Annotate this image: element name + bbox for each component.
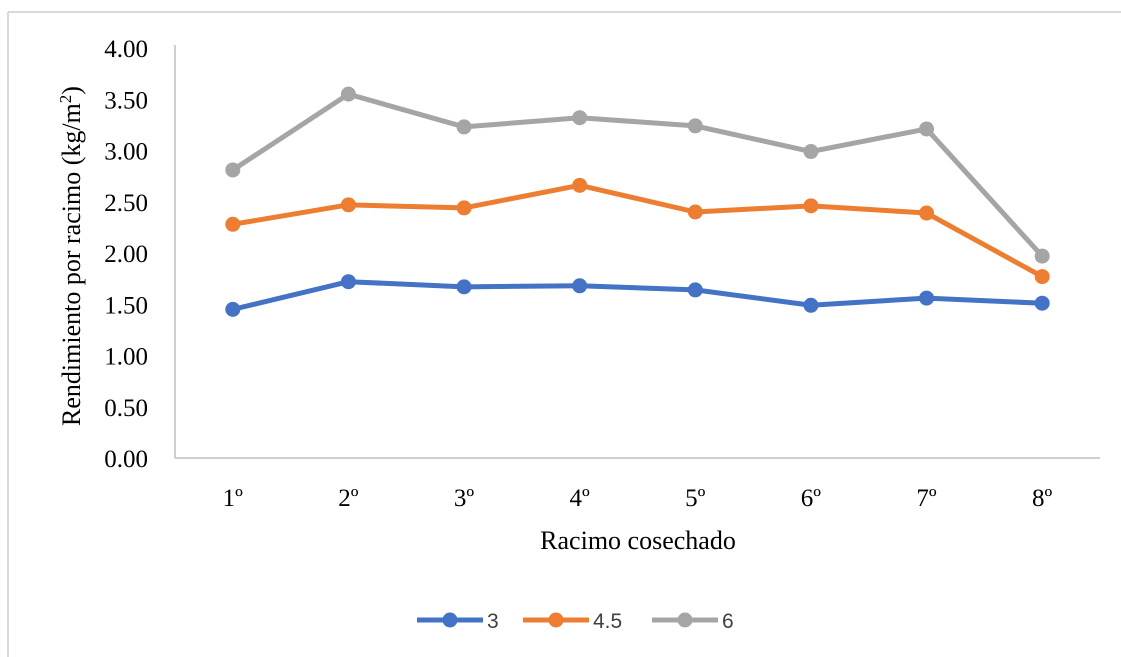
- x-tick-label: 7º: [916, 485, 937, 512]
- series-layer: [225, 86, 1050, 317]
- data-point: [687, 118, 703, 134]
- series-4.5: [225, 177, 1050, 285]
- legend-item: 6: [652, 610, 734, 633]
- data-point: [1034, 295, 1050, 311]
- data-point: [687, 282, 703, 298]
- y-tick-label: 1.50: [104, 292, 148, 319]
- y-tick-label: 3.00: [104, 139, 148, 166]
- data-point: [456, 119, 472, 135]
- y-tick-label: 3.50: [104, 87, 148, 114]
- data-point: [340, 274, 356, 290]
- legend-label: 3: [487, 610, 499, 633]
- data-point: [919, 290, 935, 306]
- y-tick-label: 1.00: [104, 344, 148, 371]
- data-point: [225, 162, 241, 178]
- legend-label: 6: [722, 610, 734, 633]
- x-tick-label: 4º: [570, 485, 591, 512]
- data-point: [919, 121, 935, 137]
- x-tick-labels: 1º 2º 3º 4º 5º 6º 7º 8º: [223, 485, 1053, 512]
- legend-swatch-marker: [442, 612, 458, 628]
- data-point: [572, 177, 588, 193]
- y-tick-label: 2.00: [104, 241, 148, 268]
- y-axis-title-superscript: 2: [56, 95, 75, 104]
- x-tick-label: 1º: [223, 485, 244, 512]
- data-point: [803, 144, 819, 160]
- data-point: [225, 216, 241, 232]
- series-line: [230, 182, 1045, 280]
- x-axis-title: Racimo cosechado: [540, 526, 736, 555]
- y-axis-title-main: Rendimiento por racimo (kg/m: [57, 103, 86, 426]
- series-3: [225, 274, 1050, 317]
- series-line: [230, 91, 1045, 259]
- y-axis-title-close: ): [57, 86, 86, 95]
- data-point: [572, 278, 588, 294]
- data-point: [340, 86, 356, 102]
- data-point: [340, 197, 356, 213]
- x-tick-label: 3º: [454, 485, 475, 512]
- legend-swatch-marker: [548, 612, 564, 628]
- data-point: [803, 297, 819, 313]
- x-tick-label: 2º: [338, 485, 359, 512]
- y-tick-label: 2.50: [104, 190, 148, 217]
- data-point: [803, 198, 819, 214]
- x-tick-label: 8º: [1032, 485, 1053, 512]
- y-tick-label: 0.00: [104, 446, 148, 473]
- y-axis-title: Rendimiento por racimo (kg/m2): [56, 86, 87, 426]
- data-point: [572, 110, 588, 126]
- data-point: [1034, 269, 1050, 285]
- series-6: [225, 86, 1050, 264]
- legend-swatch-marker: [677, 612, 693, 628]
- data-point: [456, 200, 472, 216]
- x-tick-label: 5º: [685, 485, 706, 512]
- legend-item: 4.5: [523, 610, 622, 633]
- legend: 3 4.5 6: [417, 610, 734, 633]
- data-point: [919, 205, 935, 221]
- legend-item: 3: [417, 610, 499, 633]
- y-tick-label: 4.00: [104, 36, 148, 63]
- series-line: [230, 279, 1045, 312]
- x-tick-label: 6º: [801, 485, 822, 512]
- data-point: [1034, 248, 1050, 264]
- data-point: [687, 204, 703, 220]
- y-tick-label: 0.50: [104, 395, 148, 422]
- y-tick-labels: 0.00 0.50 1.00 1.50 2.00 2.50 3.00 3.50 4.00: [104, 36, 148, 473]
- data-point: [225, 301, 241, 317]
- legend-label: 4.5: [593, 610, 622, 633]
- data-point: [456, 279, 472, 295]
